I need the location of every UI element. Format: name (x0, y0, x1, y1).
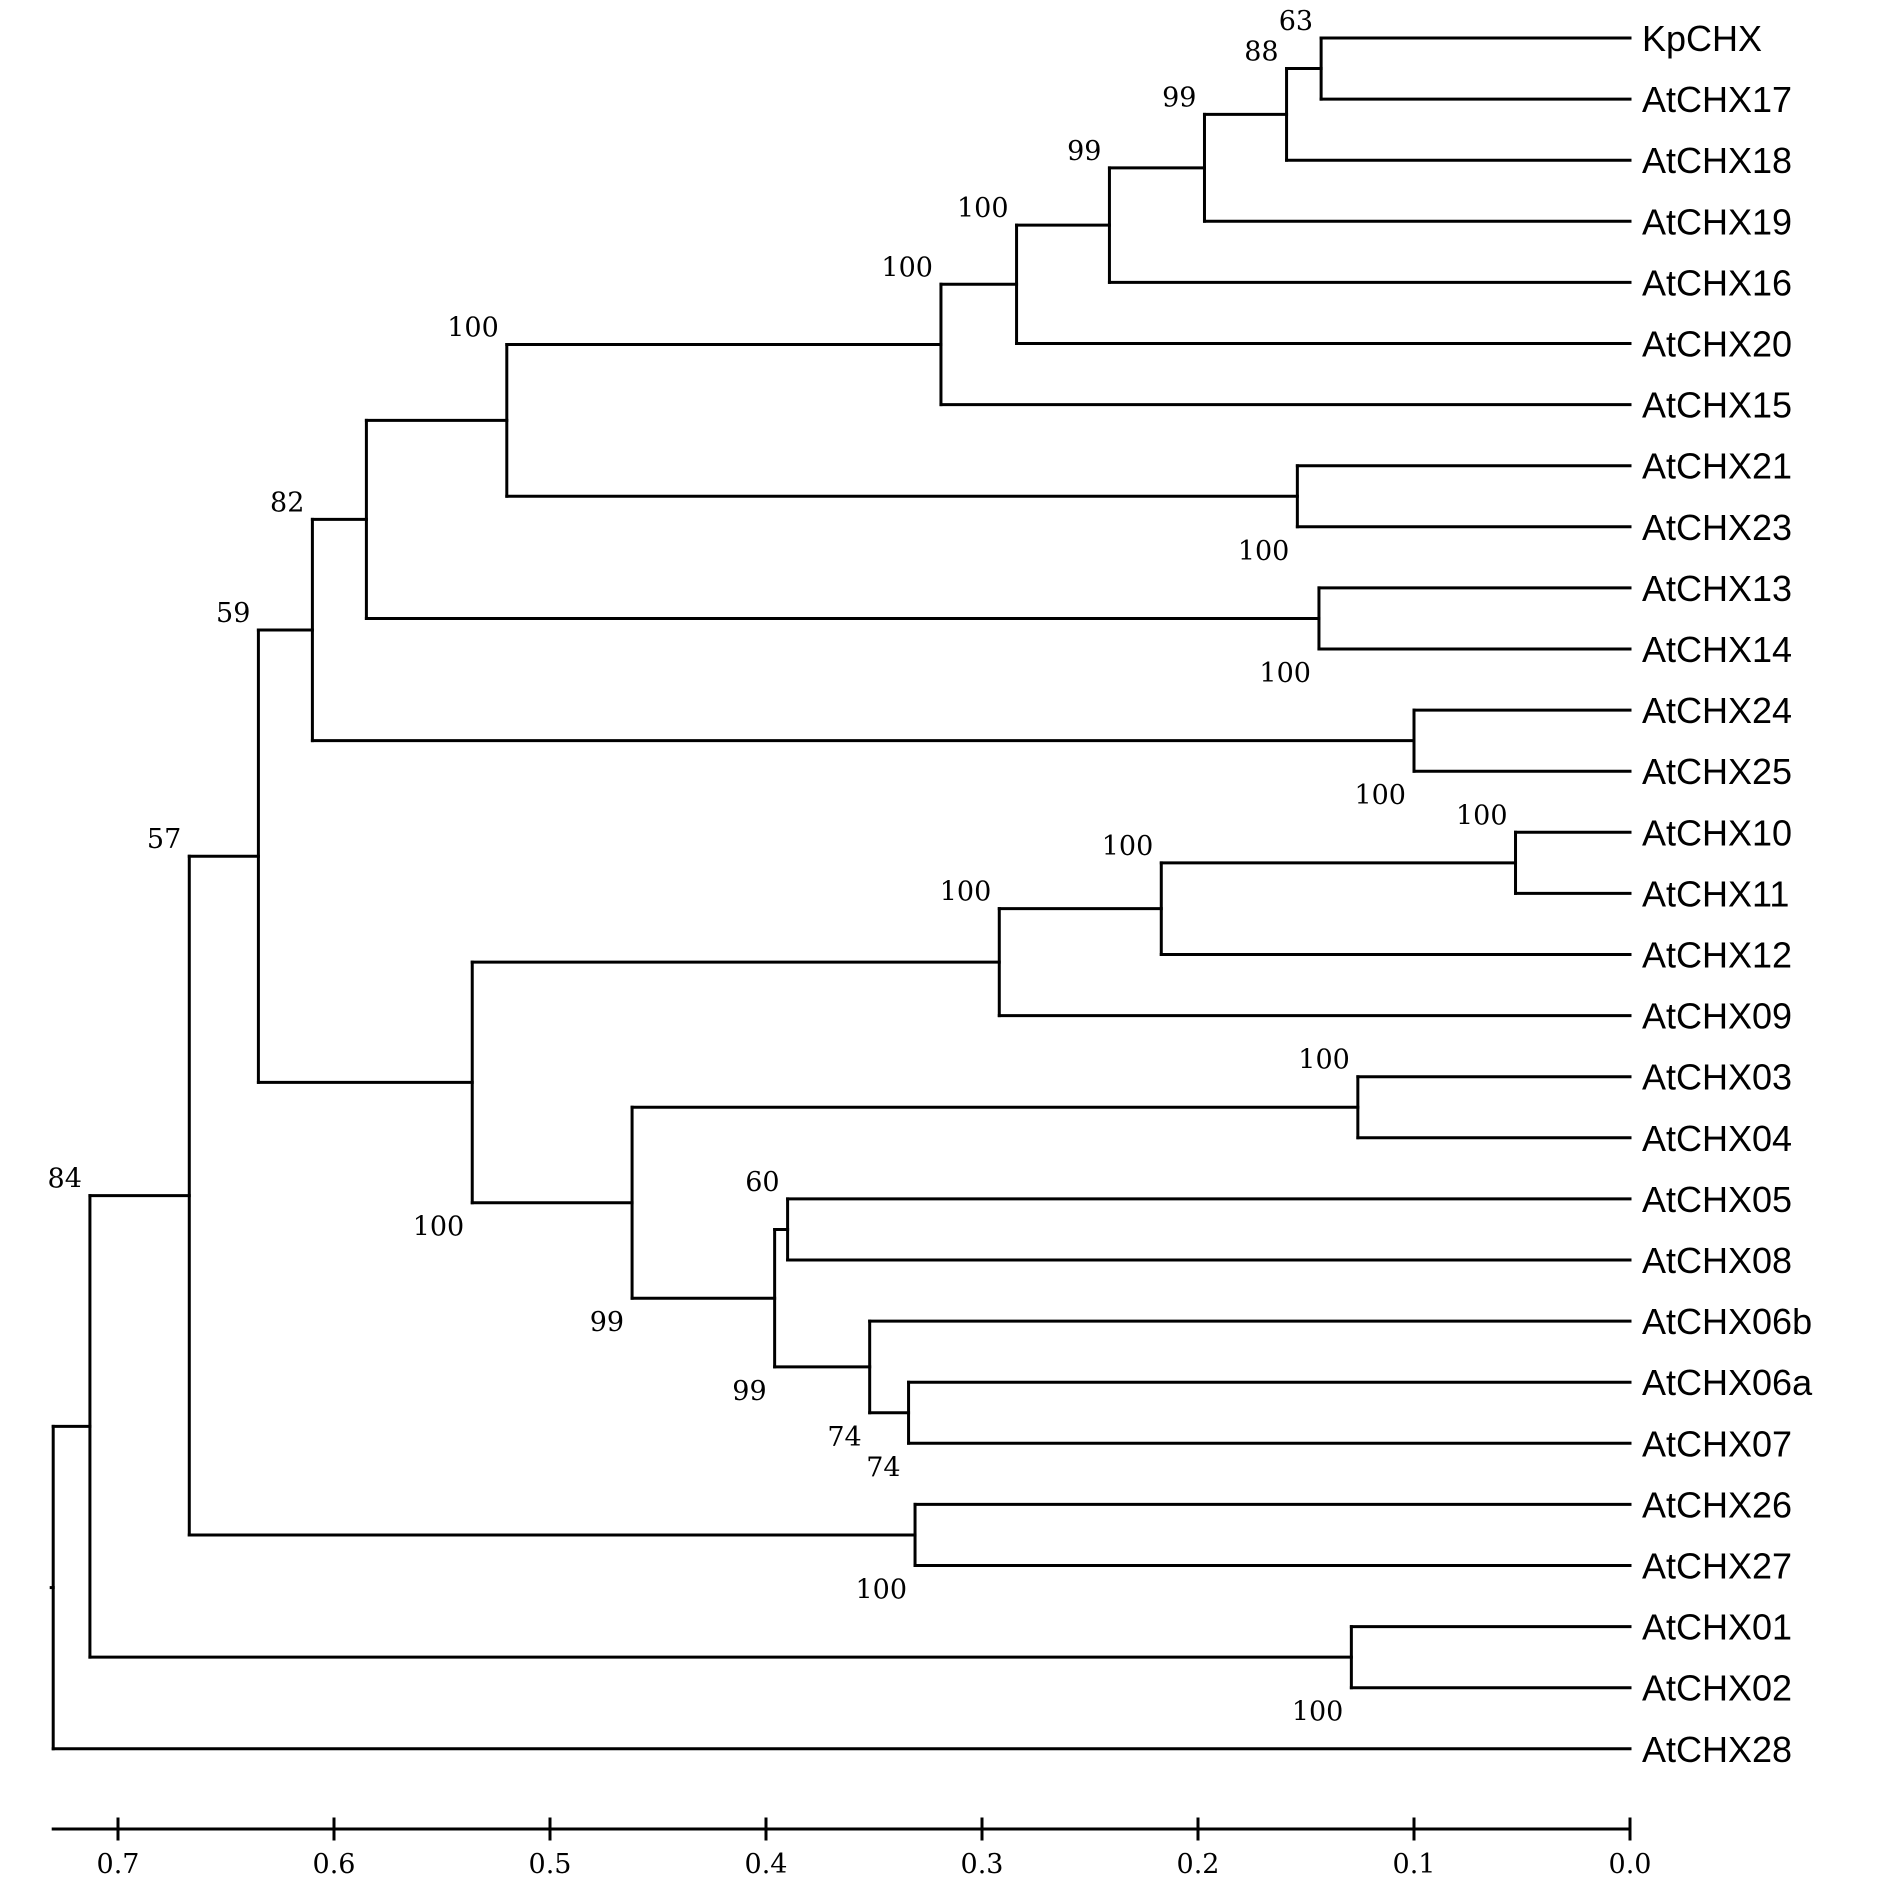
bootstrap-n11: 100 (1354, 780, 1406, 811)
bootstrap-n27: 84 (48, 1164, 82, 1195)
leaf-label: AtCHX17 (1642, 79, 1792, 120)
bootstrap-n15: 100 (940, 877, 992, 908)
leaf-label: AtCHX13 (1642, 568, 1792, 609)
axis-tick-label: 0.2 (1177, 1849, 1220, 1880)
leaf-label: AtCHX09 (1642, 996, 1792, 1037)
leaf-label: AtCHX05 (1642, 1179, 1792, 1220)
leaf-label: AtCHX28 (1642, 1729, 1792, 1770)
bootstrap-n21: 99 (590, 1307, 624, 1338)
leaf-label: AtCHX04 (1642, 1118, 1792, 1159)
axis-tick-label: 0.7 (97, 1849, 140, 1880)
bootstrap-n9: 100 (1259, 658, 1311, 689)
leaf-label: AtCHX03 (1642, 1057, 1792, 1098)
leaf-label: AtCHX18 (1642, 140, 1792, 181)
bootstrap-n22: 100 (413, 1212, 465, 1243)
leaf-label: AtCHX26 (1642, 1484, 1792, 1525)
leaf-label: AtCHX25 (1642, 751, 1792, 792)
leaf-label: AtCHX01 (1642, 1607, 1792, 1648)
axis-tick-label: 0.5 (529, 1849, 572, 1880)
leaf-label: AtCHX12 (1642, 935, 1792, 976)
bootstrap-n1: 63 (1279, 6, 1313, 37)
axis-tick-label: 0.6 (313, 1849, 356, 1880)
bootstrap-n14: 100 (1102, 831, 1154, 862)
bootstrap-n7: 100 (1238, 536, 1290, 567)
axis-tick-label: 0.0 (1609, 1849, 1652, 1880)
bootstrap-n3: 99 (1162, 82, 1196, 113)
leaf-label: AtCHX10 (1642, 812, 1792, 853)
bootstrap-n12: 82 (270, 487, 304, 518)
leaf-label: AtCHX24 (1642, 690, 1792, 731)
leaf-label: AtCHX08 (1642, 1240, 1792, 1281)
bootstrap-n19: 74 (827, 1422, 861, 1453)
bootstrap-n23: 59 (216, 598, 250, 629)
bootstrap-n8: 100 (447, 312, 499, 343)
leaf-label: AtCHX06a (1642, 1362, 1813, 1403)
leaf-label: AtCHX02 (1642, 1668, 1792, 1709)
leaf-label: AtCHX07 (1642, 1423, 1792, 1464)
bootstrap-n25: 57 (147, 824, 181, 855)
leaf-label: AtCHX27 (1642, 1546, 1792, 1587)
axis-tick-label: 0.3 (961, 1849, 1004, 1880)
leaf-label: AtCHX15 (1642, 385, 1792, 426)
leaf-label: AtCHX14 (1642, 629, 1792, 670)
leaf-label: AtCHX06b (1642, 1301, 1812, 1342)
bootstrap-n5: 100 (957, 193, 1009, 224)
bootstrap-n20: 99 (732, 1376, 766, 1407)
bootstrap-n4: 99 (1067, 136, 1101, 167)
bootstrap-n17: 60 (745, 1167, 779, 1198)
bootstrap-n6: 100 (881, 252, 933, 283)
leaf-label: AtCHX19 (1642, 201, 1792, 242)
leaf-label: AtCHX20 (1642, 324, 1792, 365)
bootstrap-n13: 100 (1456, 800, 1508, 831)
bootstrap-n2: 88 (1244, 37, 1278, 68)
axis-tick-label: 0.4 (745, 1849, 788, 1880)
leaf-labels: KpCHX AtCHX17 AtCHX18 AtCHX19 AtCHX16 AtCHX20… (1642, 18, 1813, 1770)
bootstrap-n26: 100 (1292, 1697, 1344, 1728)
leaf-label: AtCHX11 (1642, 873, 1789, 914)
bootstrap-n24: 100 (855, 1575, 907, 1606)
axis-tick-label: 0.1 (1393, 1849, 1436, 1880)
bootstrap-n16: 100 (1298, 1045, 1350, 1076)
tree-branches (49, 36, 1632, 1751)
bootstrap-n18: 74 (866, 1452, 900, 1483)
scale-axis: 0.7 0.6 0.5 0.4 0.3 0.2 0.1 0.0 (51, 1817, 1652, 1880)
leaf-label: KpCHX (1642, 18, 1762, 59)
leaf-label: AtCHX23 (1642, 507, 1792, 548)
leaf-label: AtCHX16 (1642, 262, 1792, 303)
leaf-label: AtCHX21 (1642, 446, 1792, 487)
